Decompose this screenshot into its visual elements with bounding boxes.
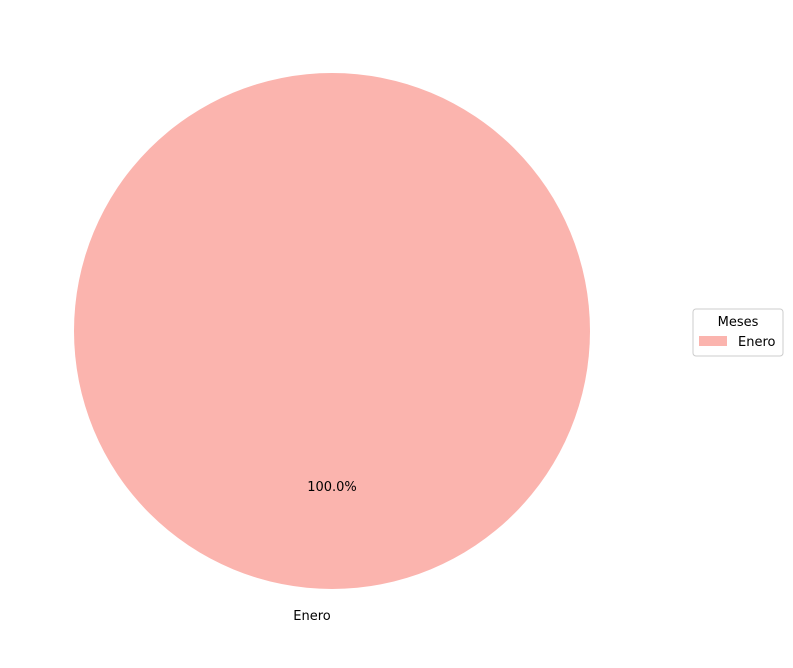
legend-swatch (699, 336, 727, 346)
legend-item-enero: Enero (699, 335, 776, 350)
legend-entries: Enero (699, 335, 776, 350)
legend: Meses Enero (692, 308, 784, 357)
pie-slice-enero (74, 73, 590, 589)
slice-percent-label: 100.0% (307, 480, 357, 495)
legend-title: Meses (718, 315, 759, 330)
slice-label: Enero (293, 609, 331, 624)
pie-slices (74, 73, 590, 589)
legend-label: Enero (738, 335, 776, 350)
pie-labels: Enero 100.0% (293, 480, 357, 624)
